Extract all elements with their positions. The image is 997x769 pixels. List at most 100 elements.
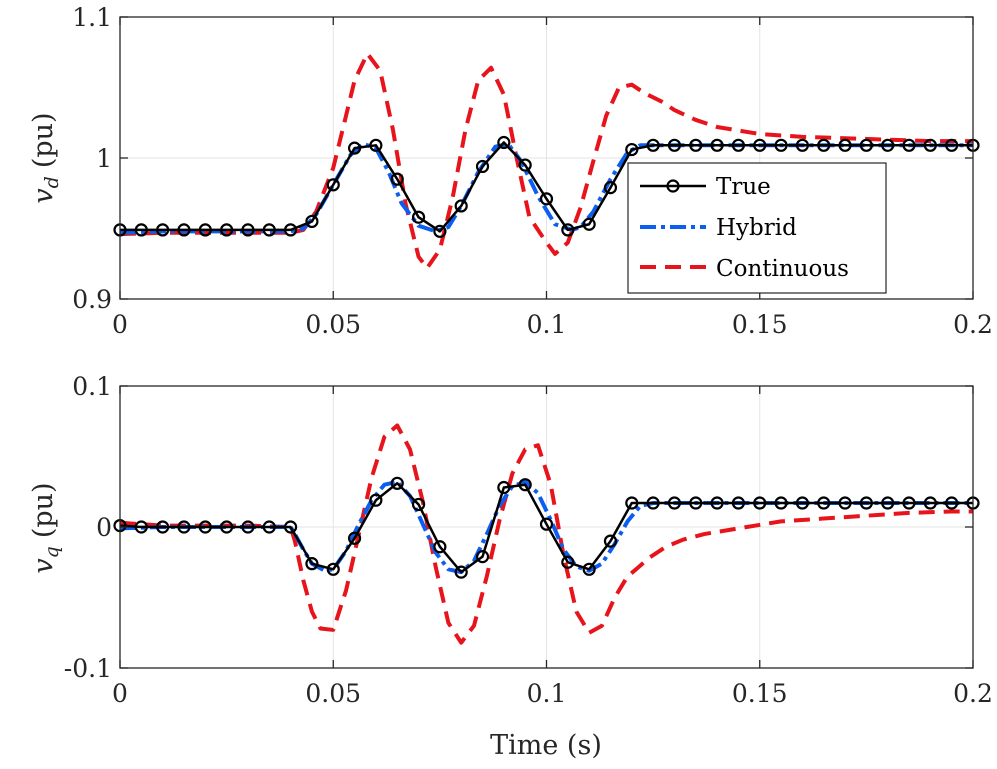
- top-true-marker: [220, 223, 234, 237]
- top-true-marker: [625, 142, 639, 157]
- bottom-true-marker: [369, 493, 383, 507]
- top-x-tick-label: 0.1: [527, 310, 567, 339]
- top-true-marker: [667, 138, 682, 152]
- bottom-x-tick-label: 0.1: [527, 679, 567, 708]
- bottom-true-marker: [774, 496, 788, 510]
- bottom-true-marker: [859, 496, 873, 510]
- top-true-marker: [923, 138, 937, 152]
- top-true-marker: [411, 210, 426, 224]
- bottom-y-axis-label: vq (pu): [28, 482, 63, 573]
- bottom-ylabel-var: v: [28, 558, 59, 573]
- top-x-tick-label: 0.15: [732, 310, 788, 339]
- bottom-x-tick-label: 0.05: [305, 679, 361, 708]
- bottom-true-marker: [838, 496, 852, 510]
- bottom-ylabel-unit: (pu): [28, 482, 59, 538]
- bottom-ytick-labels: -0.1 0 0.1: [64, 372, 112, 683]
- top-true-marker: [774, 138, 788, 152]
- bottom-true-marker: [603, 534, 618, 548]
- bottom-true-marker: [689, 496, 703, 510]
- bottom-true-marker: [454, 565, 468, 579]
- top-true-marker: [156, 223, 170, 237]
- bottom-true-marker: [667, 496, 682, 510]
- bottom-true-marker: [198, 520, 212, 534]
- top-true-marker: [753, 138, 767, 152]
- legend: True Hybrid Continuous: [627, 162, 887, 294]
- bottom-true-marker: [710, 496, 724, 510]
- top-true-marker: [390, 172, 404, 186]
- top-true-marker: [177, 223, 191, 237]
- bottom-true-marker: [795, 496, 810, 510]
- bottom-true-marker: [134, 520, 148, 534]
- bottom-true-marker: [625, 496, 639, 510]
- top-ylabel-unit: (pu): [28, 112, 59, 168]
- bottom-true-marker: [475, 550, 490, 564]
- bottom-true-marker: [411, 497, 426, 512]
- bottom-true-marker: [220, 520, 234, 534]
- top-x-tick-label: 0.2: [953, 310, 993, 339]
- top-true-marker: [305, 214, 319, 229]
- legend-hybrid-label: Hybrid: [716, 215, 797, 241]
- top-ticks: [119, 16, 974, 300]
- bottom-true-marker: [817, 496, 831, 510]
- legend-continuous-label: Continuous: [716, 256, 849, 282]
- top-x-tick-label: 0: [112, 310, 128, 339]
- bottom-true-marker: [305, 557, 319, 571]
- top-y-tick-label: 1: [96, 144, 112, 173]
- bottom-true-marker: [177, 520, 191, 534]
- top-true-marker: [347, 141, 362, 155]
- bottom-true-line: [119, 482, 973, 574]
- top-xtick-labels: 0 0.05 0.1 0.15 0.2: [112, 310, 993, 339]
- top-true-marker: [134, 223, 148, 237]
- bottom-true-marker: [539, 517, 554, 531]
- top-true-marker: [433, 224, 447, 238]
- top-true-marker: [603, 181, 618, 195]
- bottom-x-tick-label: 0.2: [953, 679, 993, 708]
- bottom-true-marker: [497, 480, 511, 495]
- bottom-panel: 0 0.05 0.1 0.15 0.2 -0.100.1 vq(pu) Time (s): [28, 372, 993, 761]
- bottom-true-marker: [561, 555, 575, 569]
- bottom-series: [113, 423, 980, 645]
- top-true-marker: [326, 178, 340, 192]
- bottom-true-marker: [156, 520, 170, 534]
- top-true-marker: [454, 199, 468, 213]
- bottom-true-marker: [923, 496, 937, 510]
- top-true-marker: [262, 223, 276, 237]
- top-y-axis-label: vd (pu): [28, 112, 63, 203]
- top-true-marker: [518, 158, 532, 172]
- top-true-marker: [881, 138, 895, 152]
- top-ytick-labels: 0.9 1 1.1: [72, 3, 112, 314]
- bottom-y-tick-label: 0.1: [72, 372, 112, 401]
- top-true-marker: [497, 135, 511, 150]
- top-true-marker: [539, 192, 554, 206]
- top-true-marker: [817, 138, 831, 152]
- top-y-tick-label: 1.1: [72, 3, 112, 32]
- top-ylabel-sub: d: [41, 176, 63, 188]
- bottom-true-marker: [753, 496, 767, 510]
- top-true-marker: [284, 223, 298, 237]
- top-x-tick-label: 0.05: [305, 310, 361, 339]
- top-true-marker: [902, 138, 916, 152]
- bottom-true-marker: [881, 496, 895, 510]
- bottom-y-tick-label: 0: [96, 513, 112, 542]
- bottom-xtick-labels: 0 0.05 0.1 0.15 0.2: [112, 679, 993, 708]
- top-ylabel-var: v: [28, 188, 59, 203]
- bottom-x-tick-label: 0: [112, 679, 128, 708]
- bottom-continuous-line: [119, 423, 973, 645]
- bottom-true-marker: [731, 496, 746, 510]
- bottom-true-marker: [262, 520, 276, 534]
- top-true-marker: [689, 138, 703, 152]
- top-true-marker: [838, 138, 852, 152]
- top-series: [113, 51, 980, 270]
- bottom-true-marker: [284, 520, 298, 534]
- legend-true-marker: [666, 179, 680, 193]
- top-true-marker: [475, 159, 490, 174]
- top-panel: 0 0.05 0.1 0.15 0.2 0.9 1 1.1 vd (pu) True Hybr…: [28, 3, 993, 339]
- bottom-true-marker: [347, 531, 362, 545]
- top-true-marker: [710, 138, 724, 152]
- bottom-true-marker: [902, 496, 916, 510]
- bottom-true-marker: [390, 476, 404, 490]
- top-true-marker: [582, 217, 596, 231]
- bottom-true-marker: [518, 478, 532, 492]
- bottom-true-marker: [326, 562, 340, 576]
- bottom-ticks: [119, 385, 974, 669]
